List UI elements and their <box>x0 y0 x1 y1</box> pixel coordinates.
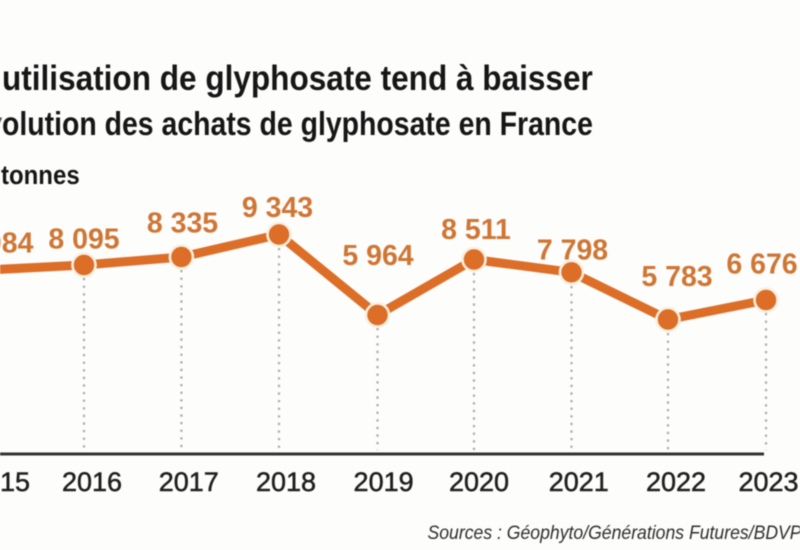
svg-text:Sources : Géophyto/Générations: Sources : Géophyto/Générations Futures/B… <box>428 521 800 543</box>
svg-text:2017: 2017 <box>159 467 219 497</box>
svg-text:8 084: 8 084 <box>0 228 34 260</box>
svg-text:8 335: 8 335 <box>147 208 218 240</box>
svg-text:2018: 2018 <box>256 467 316 497</box>
svg-text:L’utilisation de glyphosate te: L’utilisation de glyphosate tend à baiss… <box>0 60 593 99</box>
svg-text:9 343: 9 343 <box>242 192 313 224</box>
svg-text:En tonnes: En tonnes <box>0 161 80 191</box>
svg-text:8 095: 8 095 <box>48 224 119 256</box>
svg-text:2021: 2021 <box>549 467 609 497</box>
svg-text:Évolution des achats de glypho: Évolution des achats de glyphosate en Fr… <box>0 105 593 142</box>
svg-text:5 964: 5 964 <box>342 240 413 272</box>
svg-text:2015: 2015 <box>0 467 30 497</box>
svg-text:2023: 2023 <box>738 467 798 497</box>
svg-text:8 511: 8 511 <box>441 214 511 246</box>
svg-text:5 783: 5 783 <box>641 261 712 293</box>
svg-text:2022: 2022 <box>646 467 706 497</box>
svg-text:2020: 2020 <box>449 467 509 497</box>
svg-text:7 798: 7 798 <box>537 235 608 267</box>
svg-text:2019: 2019 <box>354 467 414 497</box>
svg-text:6 676: 6 676 <box>726 249 797 281</box>
svg-text:2016: 2016 <box>62 467 122 497</box>
